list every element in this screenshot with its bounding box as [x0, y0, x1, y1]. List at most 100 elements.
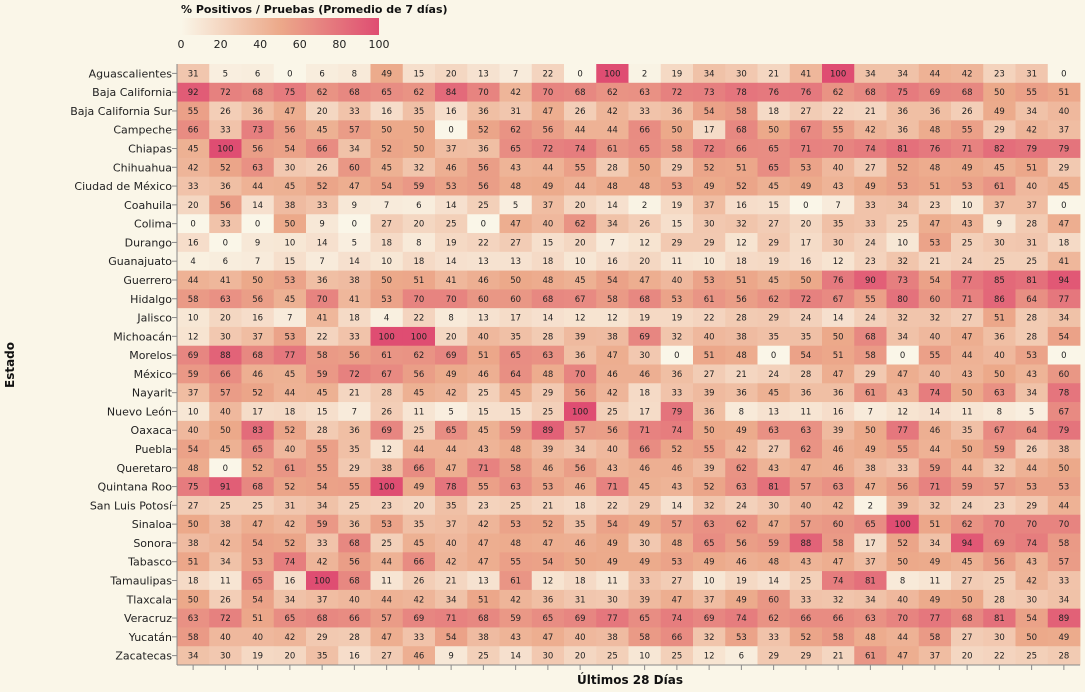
- heatmap-cell: [789, 589, 823, 610]
- heatmap-cell: [951, 233, 984, 253]
- heatmap-cell: [273, 120, 307, 140]
- heatmap-cell: [854, 289, 887, 309]
- cell-value-label: 58: [639, 633, 650, 643]
- cell-value-label: 31: [188, 69, 199, 79]
- heatmap-cell: [628, 101, 662, 121]
- cell-value-label: 16: [833, 407, 844, 417]
- cell-value-label: 58: [865, 351, 876, 361]
- cell-value-label: 30: [607, 595, 618, 605]
- cell-value-label: 79: [671, 407, 682, 417]
- heatmap-cell: [596, 64, 629, 84]
- cell-value-label: 72: [220, 614, 231, 624]
- cell-value-label: 44: [575, 182, 586, 192]
- cell-value-label: 40: [284, 445, 295, 455]
- cell-value-label: 55: [188, 107, 199, 117]
- cell-value-label: 66: [833, 614, 844, 624]
- cell-value-label: 62: [575, 220, 586, 230]
- row-label: Zacatecas: [115, 650, 172, 663]
- heatmap-cell: [338, 157, 371, 178]
- heatmap-cell: [402, 458, 436, 478]
- cell-value-label: 71: [962, 295, 973, 305]
- cell-value-label: 44: [284, 389, 295, 399]
- cell-value-label: 43: [768, 464, 779, 474]
- heatmap-cell: [499, 82, 533, 102]
- heatmap-cell: [822, 514, 855, 534]
- cell-value-label: 47: [349, 182, 360, 192]
- heatmap-cell: [660, 495, 694, 516]
- cell-value-label: 27: [962, 633, 973, 643]
- heatmap-cell: [499, 383, 533, 403]
- cell-value-label: 36: [704, 407, 715, 417]
- heatmap-cell: [660, 571, 694, 591]
- cell-value-label: 33: [220, 126, 231, 136]
- heatmap-cell: [467, 120, 500, 140]
- cell-value-label: 63: [865, 614, 876, 624]
- cell-value-label: 32: [929, 501, 940, 511]
- heatmap-cell: [1047, 233, 1081, 253]
- heatmap-cell: [854, 608, 887, 628]
- cell-value-label: 34: [897, 69, 908, 79]
- cell-value-label: 14: [349, 257, 360, 267]
- cell-value-label: 70: [446, 295, 457, 305]
- cell-value-label: 27: [800, 107, 811, 117]
- cell-value-label: 71: [607, 483, 618, 493]
- heatmap-cell: [241, 420, 275, 441]
- cell-value-label: 49: [639, 520, 650, 530]
- cell-value-label: 68: [349, 88, 360, 98]
- cell-value-label: 65: [639, 145, 650, 155]
- heatmap-cell: [757, 139, 791, 159]
- cell-value-label: 33: [768, 633, 779, 643]
- cell-value-label: 23: [994, 69, 1005, 79]
- heatmap-cell: [628, 345, 662, 365]
- heatmap-cell: [725, 402, 758, 422]
- cell-value-label: 46: [478, 370, 489, 380]
- cell-value-label: 60: [768, 595, 779, 605]
- heatmap-cell: [1015, 139, 1049, 159]
- heatmap-cell: [338, 402, 371, 422]
- cell-value-label: 19: [768, 257, 779, 267]
- heatmap-cell: [564, 64, 597, 84]
- heatmap-cell: [241, 383, 275, 403]
- heatmap-cell: [306, 345, 339, 365]
- heatmap-cell: [983, 326, 1016, 347]
- heatmap-cell: [951, 439, 984, 459]
- heatmap-cell: [757, 101, 791, 121]
- heatmap-cell: [435, 289, 468, 309]
- cell-value-label: 65: [768, 145, 779, 155]
- cell-value-label: 50: [962, 445, 973, 455]
- cell-value-label: 39: [897, 501, 908, 511]
- heatmap-cell: [402, 552, 436, 572]
- cell-value-label: 57: [381, 614, 392, 624]
- cell-value-label: 53: [284, 332, 295, 342]
- cell-value-label: 23: [865, 257, 876, 267]
- cell-value-label: 40: [833, 163, 844, 173]
- cell-value-label: 32: [929, 314, 940, 324]
- heatmap-cell: [822, 233, 855, 253]
- heatmap-cell: [370, 458, 404, 478]
- heatmap-cell: [822, 458, 855, 478]
- cell-value-label: 59: [510, 426, 521, 436]
- cell-value-label: 78: [1058, 389, 1069, 399]
- heatmap-cell: [499, 533, 533, 553]
- cell-value-label: 42: [284, 520, 295, 530]
- cell-value-label: 16: [284, 576, 295, 586]
- heatmap-cell: [177, 495, 210, 516]
- heatmap-cell: [789, 477, 823, 497]
- heatmap-cell: [822, 571, 855, 591]
- cell-value-label: 55: [349, 483, 360, 493]
- cell-value-label: 5: [223, 69, 228, 79]
- heatmap-cell: [596, 101, 629, 121]
- cell-value-label: 65: [446, 426, 457, 436]
- heatmap-cell: [596, 646, 629, 666]
- cell-value-label: 56: [284, 126, 295, 136]
- heatmap-cell: [789, 326, 823, 347]
- cell-value-label: 12: [542, 576, 553, 586]
- cell-value-label: 45: [510, 389, 521, 399]
- cell-value-label: 26: [413, 576, 424, 586]
- cell-value-label: 48: [542, 276, 553, 286]
- cell-value-label: 74: [929, 389, 940, 399]
- heatmap-cell: [499, 477, 533, 497]
- heatmap-cell: [370, 251, 404, 271]
- cell-value-label: 36: [220, 182, 231, 192]
- cell-value-label: 44: [381, 595, 392, 605]
